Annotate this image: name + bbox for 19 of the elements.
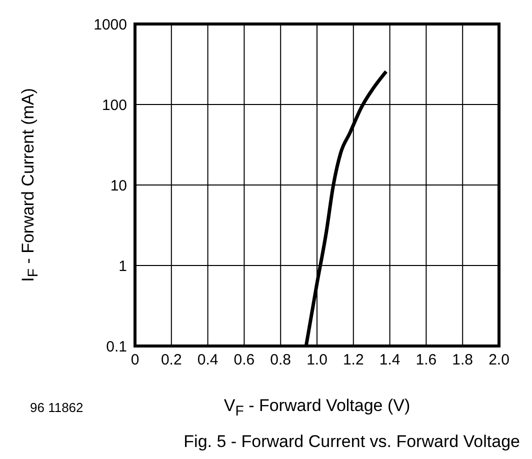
x-axis-title: V$_{F}$ - Forward Voltage (V): [224, 396, 410, 420]
x-tick-label: 1.0: [306, 352, 328, 369]
y-tick-label: 10: [110, 177, 127, 194]
y-tick-label: 100: [102, 96, 127, 114]
x-tick-label: 0.2: [160, 352, 182, 369]
x-tick-label: 0.4: [197, 352, 218, 369]
x-tick-label: 1.2: [342, 352, 364, 369]
x-tick-label: 1.4: [379, 352, 400, 369]
x-tick-label: 2.0: [488, 352, 510, 369]
y-tick-label: 1: [118, 258, 127, 275]
y-tick-label: 1000: [94, 16, 127, 34]
text: Fig. 5 - Forward Current vs. Forward Voltage: [184, 432, 520, 452]
text: 96 11862: [30, 400, 84, 415]
x-tick-label: 1.8: [452, 352, 474, 369]
x-tick-label: 1.6: [416, 352, 437, 369]
x-tick-label: 0.8: [270, 352, 292, 369]
x-tick-label: 0: [130, 352, 140, 369]
y-tick-label: 0.1: [106, 338, 127, 356]
x-tick-label: 0.6: [234, 352, 255, 369]
